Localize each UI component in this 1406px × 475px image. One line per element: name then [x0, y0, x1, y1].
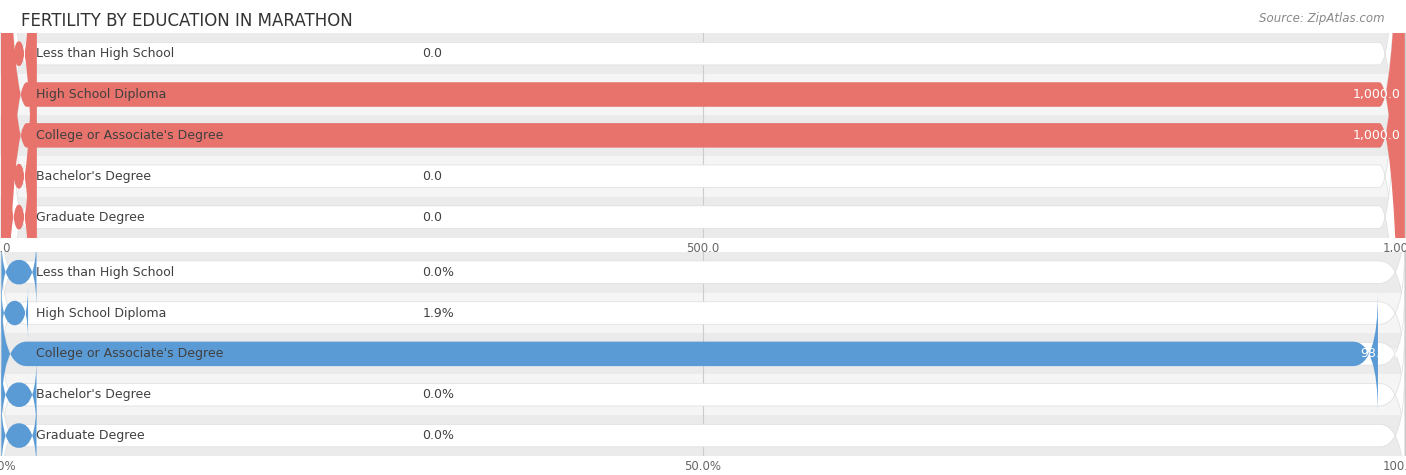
Text: High School Diploma: High School Diploma — [37, 306, 167, 320]
Text: FERTILITY BY EDUCATION IN MARATHON: FERTILITY BY EDUCATION IN MARATHON — [21, 12, 353, 30]
Bar — [0, 33, 1406, 74]
Bar — [0, 74, 1406, 115]
Text: Graduate Degree: Graduate Degree — [37, 210, 145, 224]
Text: 98.1%: 98.1% — [1361, 347, 1400, 361]
FancyBboxPatch shape — [1, 332, 1405, 457]
FancyBboxPatch shape — [1, 358, 37, 431]
FancyBboxPatch shape — [1, 293, 1378, 415]
Text: Bachelor's Degree: Bachelor's Degree — [37, 170, 152, 183]
Text: Less than High School: Less than High School — [37, 266, 174, 279]
Bar — [0, 197, 1406, 238]
FancyBboxPatch shape — [1, 399, 37, 472]
Text: 0.0%: 0.0% — [422, 429, 454, 442]
FancyBboxPatch shape — [1, 236, 37, 309]
Text: 0.0%: 0.0% — [422, 388, 454, 401]
FancyBboxPatch shape — [1, 292, 1405, 416]
Bar — [0, 415, 1406, 456]
FancyBboxPatch shape — [1, 210, 1405, 334]
Text: 0.0%: 0.0% — [422, 266, 454, 279]
Bar — [0, 333, 1406, 374]
Text: College or Associate's Degree: College or Associate's Degree — [37, 129, 224, 142]
Text: College or Associate's Degree: College or Associate's Degree — [37, 347, 224, 361]
FancyBboxPatch shape — [1, 251, 1405, 375]
Bar — [0, 115, 1406, 156]
Text: 0.0: 0.0 — [422, 170, 443, 183]
FancyBboxPatch shape — [1, 286, 28, 340]
Text: Bachelor's Degree: Bachelor's Degree — [37, 388, 152, 401]
Text: 0.0: 0.0 — [422, 47, 443, 60]
FancyBboxPatch shape — [1, 0, 37, 475]
FancyBboxPatch shape — [1, 0, 37, 475]
FancyBboxPatch shape — [1, 373, 1405, 475]
Bar — [0, 252, 1406, 293]
Text: Graduate Degree: Graduate Degree — [37, 429, 145, 442]
Text: Source: ZipAtlas.com: Source: ZipAtlas.com — [1260, 12, 1385, 25]
Text: Less than High School: Less than High School — [37, 47, 174, 60]
Text: 1,000.0: 1,000.0 — [1353, 88, 1400, 101]
Bar — [0, 293, 1406, 333]
Text: 1.9%: 1.9% — [422, 306, 454, 320]
Text: 1,000.0: 1,000.0 — [1353, 129, 1400, 142]
Text: High School Diploma: High School Diploma — [37, 88, 167, 101]
Bar — [0, 156, 1406, 197]
Bar — [0, 374, 1406, 415]
FancyBboxPatch shape — [1, 0, 37, 475]
Text: 0.0: 0.0 — [422, 210, 443, 224]
